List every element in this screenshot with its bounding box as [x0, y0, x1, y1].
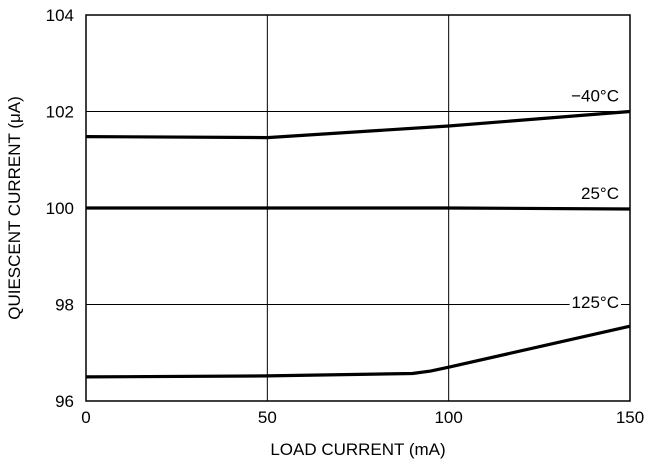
y-axis-title: QUIESCENT CURRENT (μA)	[5, 96, 24, 320]
series-line	[86, 206, 631, 211]
x-tick-label: 150	[616, 408, 644, 427]
x-tick-label: 0	[81, 408, 90, 427]
series-label-background	[569, 293, 621, 313]
x-tick-label: 100	[434, 408, 462, 427]
series-labels: −40°C 25°C 125°C	[569, 86, 621, 313]
series-label: 125°C	[572, 293, 619, 312]
series-label-background	[579, 183, 621, 203]
y-tick-label: 96	[55, 392, 74, 411]
y-tick-label: 102	[46, 103, 74, 122]
x-axis-title: LOAD CURRENT (mA)	[270, 440, 445, 459]
y-tick-label: 100	[46, 199, 74, 218]
series-label-background	[569, 86, 621, 106]
y-tick-label: 98	[55, 296, 74, 315]
series-label: −40°C	[571, 87, 619, 106]
series-label: 25°C	[581, 184, 619, 203]
series-group	[85, 109, 631, 379]
series-line	[85, 324, 631, 379]
y-tick-label: 104	[46, 6, 74, 25]
series-line	[85, 109, 631, 140]
x-tick-label: 50	[258, 408, 277, 427]
tick-labels: 0 50 100 150 96 98 100 102 104	[46, 6, 645, 427]
